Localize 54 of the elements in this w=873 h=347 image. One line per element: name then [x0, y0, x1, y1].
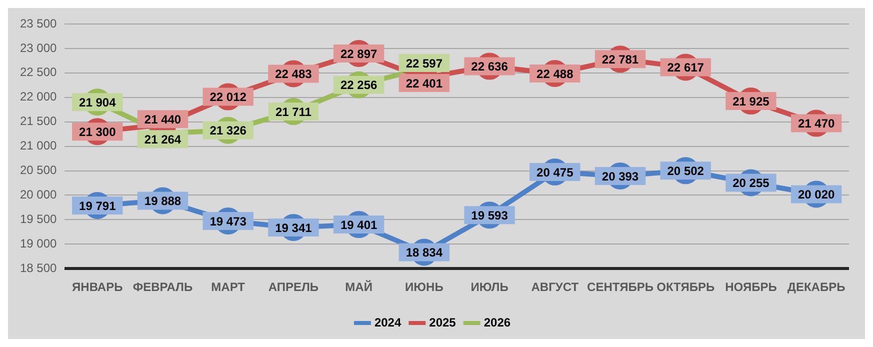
data-label: 22 012 [210, 90, 247, 104]
legend-label: 2026 [484, 315, 511, 330]
data-label: 22 781 [602, 52, 639, 66]
data-label: 19 593 [471, 208, 508, 222]
data-label: 21 300 [79, 124, 116, 139]
x-tick-label: ИЮНЬ [405, 280, 444, 294]
x-tick-label: НОЯБРЬ [725, 280, 778, 294]
legend-label: 2025 [429, 315, 456, 330]
x-tick-label: МАРТ [211, 280, 246, 294]
data-label: 22 488 [536, 66, 574, 81]
data-label: 19 341 [275, 220, 312, 235]
data-label: 22 256 [340, 78, 378, 92]
data-label: 21 711 [275, 104, 312, 119]
data-label: 22 401 [406, 76, 443, 90]
y-tick-label: 18 500 [20, 260, 58, 275]
data-label: 21 470 [798, 116, 835, 131]
data-label: 19 401 [340, 218, 378, 232]
x-tick-label: ОКТЯБРЬ [656, 280, 715, 294]
data-label: 22 617 [667, 60, 704, 75]
x-tick-label: ФЕВРАЛЬ [132, 280, 193, 294]
data-label: 22 636 [471, 60, 508, 74]
x-tick-label: АПРЕЛЬ [268, 280, 319, 294]
x-tick-label: МАЙ [345, 280, 372, 294]
y-tick-label: 19 500 [20, 212, 58, 226]
data-label: 21 925 [732, 94, 770, 108]
data-label: 22 597 [406, 56, 443, 70]
data-label: 21 326 [210, 124, 247, 138]
y-tick-label: 20 000 [20, 188, 58, 202]
x-tick-label: ЯНВАРЬ [72, 280, 124, 294]
data-label: 22 897 [340, 46, 378, 61]
x-tick-label: ИЮЛЬ [470, 280, 509, 294]
data-label: 19 888 [144, 194, 182, 208]
data-label: 22 483 [275, 67, 312, 82]
data-label: 20 020 [798, 188, 835, 202]
data-label: 20 393 [602, 169, 639, 184]
y-tick-label: 21 500 [20, 114, 58, 128]
y-tick-label: 19 000 [20, 236, 58, 250]
y-tick-label: 20 500 [20, 163, 58, 178]
data-label: 20 475 [536, 165, 574, 180]
y-tick-label: 23 500 [20, 16, 58, 30]
data-label: 20 255 [732, 176, 770, 190]
data-label: 20 502 [667, 164, 704, 178]
data-label: 19 473 [210, 214, 247, 228]
data-label: 21 904 [79, 95, 116, 110]
data-label: 18 834 [406, 246, 443, 260]
x-tick-label: СЕНТЯБРЬ [587, 280, 654, 294]
y-tick-label: 21 000 [20, 138, 58, 153]
legend-label: 2024 [374, 315, 402, 330]
y-tick-label: 22 000 [20, 90, 58, 104]
x-tick-label: ДЕКАБРЬ [787, 280, 846, 294]
y-tick-label: 23 000 [20, 40, 58, 55]
x-tick-label: АВГУСТ [531, 280, 580, 294]
data-label: 19 791 [79, 198, 116, 213]
y-tick-label: 22 500 [20, 65, 58, 80]
